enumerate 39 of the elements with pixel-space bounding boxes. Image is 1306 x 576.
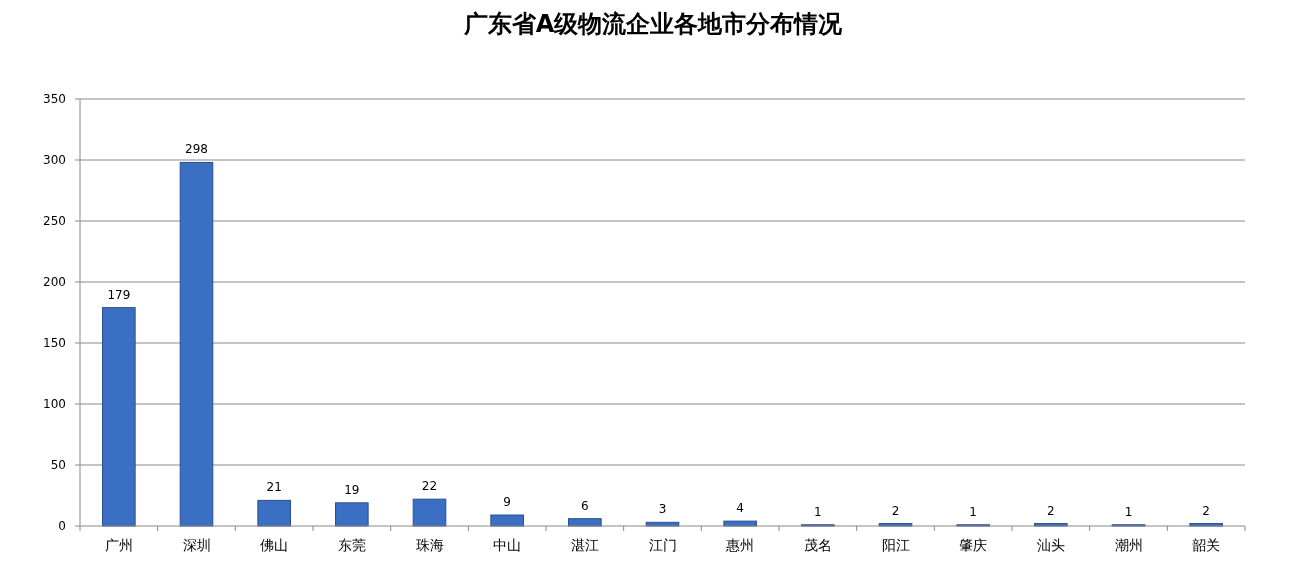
x-tick-label: 韶关 [1192,537,1221,553]
x-tick-label: 珠海 [415,537,444,553]
data-label: 1 [814,504,822,519]
data-label: 2 [1202,503,1210,518]
x-tick-label: 中山 [493,537,522,553]
data-label: 179 [107,287,131,302]
x-tick-label: 潮州 [1114,537,1143,553]
x-tick-label: 惠州 [725,537,755,553]
x-tick-label: 东莞 [337,537,366,553]
data-label: 21 [266,480,282,495]
x-tick-label: 茂名 [803,537,832,553]
data-label: 2 [891,503,900,518]
x-tick-label: 汕头 [1036,537,1065,553]
x-tick-label: 深圳 [182,537,211,553]
chart-title: 广东省A级物流企业各地市分布情况 [462,10,844,38]
data-label: 19 [344,482,360,497]
y-tick-label: 250 [43,214,66,228]
data-label: 1 [969,504,977,519]
data-label: 22 [421,479,438,494]
y-tick-label: 0 [58,519,66,533]
x-tick-label: 湛江 [570,537,599,553]
data-label: 298 [185,142,208,157]
y-tick-label: 50 [50,458,66,472]
x-tick-label: 广州 [104,537,133,553]
x-tick-label: 江门 [648,537,677,553]
data-label: 1 [1124,504,1133,519]
y-tick-label: 100 [43,397,66,411]
y-tick-label: 350 [43,92,66,106]
data-label: 4 [736,501,744,516]
data-label: 6 [581,498,589,513]
x-tick-label: 阳江 [881,537,910,553]
data-label: 3 [658,502,667,517]
x-tick-label: 肇庆 [959,537,988,553]
y-tick-label: 200 [43,275,66,289]
y-tick-label: 150 [43,336,66,350]
data-label: 9 [503,495,511,510]
x-tick-label: 佛山 [260,537,289,553]
y-tick-label: 300 [43,153,66,167]
data-label: 2 [1047,503,1055,518]
